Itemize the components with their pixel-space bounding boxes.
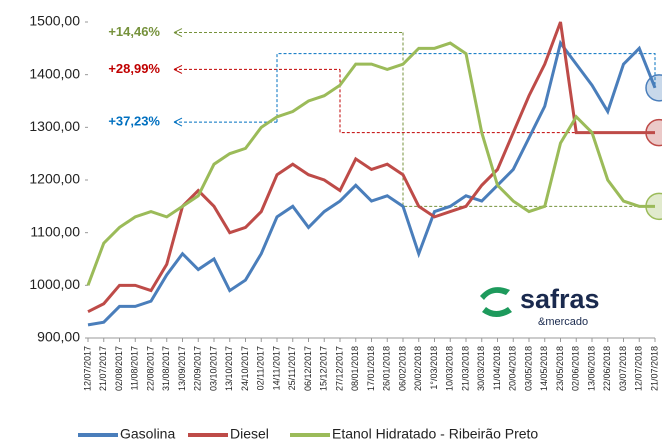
x-tick-label: 31/08/2017 — [161, 346, 171, 391]
x-tick-label: 20/02/2018 — [413, 346, 423, 391]
x-tick-label: 11/08/2017 — [130, 346, 140, 390]
logo-icon — [480, 287, 512, 317]
end-marker — [645, 118, 662, 147]
end-marker — [645, 74, 662, 102]
x-tick-label: 21/07/2017 — [98, 346, 108, 391]
x-tick-label: 1°/03/2018 — [429, 346, 439, 390]
y-tick-label: 1100,00 — [30, 223, 80, 239]
x-tick-label: 08/01/2018 — [350, 346, 360, 391]
x-tick-label: 30/03/2018 — [476, 346, 486, 391]
y-tick-label: 900,00 — [37, 329, 80, 345]
x-tick-label: 13/06/2018 — [586, 346, 596, 391]
series-line — [87, 39, 657, 327]
annotation-arrowhead — [173, 64, 183, 74]
x-tick-label: 03/10/2017 — [208, 346, 218, 391]
x-tick-label: 15/12/2017 — [319, 346, 329, 391]
end-marker — [645, 192, 662, 221]
logo: safras &mercado — [480, 284, 600, 328]
x-tick-label: 14/05/2018 — [539, 346, 549, 391]
annotation: +37,23% — [108, 114, 160, 129]
x-tick-label: 13/10/2017 — [224, 346, 234, 391]
annotation-line — [402, 32, 655, 207]
x-tick-label: 24/10/2017 — [240, 346, 250, 391]
x-tick-label: 26/01/2018 — [382, 346, 392, 391]
annotation-arrowhead — [173, 117, 183, 127]
x-tick-label: 02/06/2018 — [571, 346, 581, 391]
annotation: +14,46% — [108, 24, 160, 39]
annotation-arrowhead — [173, 28, 183, 37]
logo-text: safras — [520, 284, 600, 314]
y-tick-label: 1500,00 — [29, 13, 80, 29]
x-tick-label: 14/11/2017 — [271, 346, 281, 390]
x-tick-label: 06/12/2017 — [303, 346, 313, 391]
annotation-line — [339, 69, 655, 134]
x-tick-label: 23/05/2018 — [555, 346, 565, 391]
x-tick-label: 12/07/2017 — [82, 346, 92, 391]
x-tick-label: 22/09/2017 — [193, 346, 203, 391]
x-tick-label: 22/08/2017 — [145, 346, 155, 391]
x-tick-label: 25/11/2017 — [287, 346, 297, 390]
legend-label: Diesel — [230, 426, 269, 442]
x-tick-label: 22/06/2018 — [602, 346, 612, 391]
x-tick-label: 13/09/2017 — [177, 346, 187, 391]
x-tick-label: 02/08/2017 — [114, 346, 124, 391]
annotation: +28,99% — [108, 61, 160, 76]
x-tick-label: 27/12/2017 — [334, 346, 344, 391]
logo-subtext: &mercado — [538, 316, 588, 328]
series-line — [86, 41, 655, 286]
x-tick-label: 03/05/2018 — [523, 346, 533, 391]
legend-label: Gasolina — [120, 426, 175, 442]
x-tick-label: 21/03/2018 — [460, 346, 470, 391]
x-tick-label: 03/07/2018 — [618, 346, 628, 391]
x-tick-label: 11/04/2018 — [492, 346, 502, 390]
x-tick-label: 17/01/2018 — [366, 346, 376, 391]
x-tick-label: 02/11/2017 — [256, 346, 266, 390]
x-tick-label: 21/07/2018 — [649, 346, 659, 391]
x-tick-label: 10/03/2018 — [445, 346, 455, 391]
y-tick-label: 1300,00 — [29, 118, 80, 134]
y-tick-label: 1200,00 — [29, 171, 80, 187]
x-tick-label: 20/04/2018 — [508, 346, 518, 391]
x-tick-label: 12/07/2018 — [634, 346, 644, 391]
y-tick-label: 1400,00 — [29, 65, 80, 81]
legend-label: Etanol Hidratado - Ribeirão Preto — [332, 426, 538, 442]
y-tick-label: 1000,00 — [29, 276, 80, 292]
x-tick-label: 06/02/2018 — [397, 346, 407, 391]
